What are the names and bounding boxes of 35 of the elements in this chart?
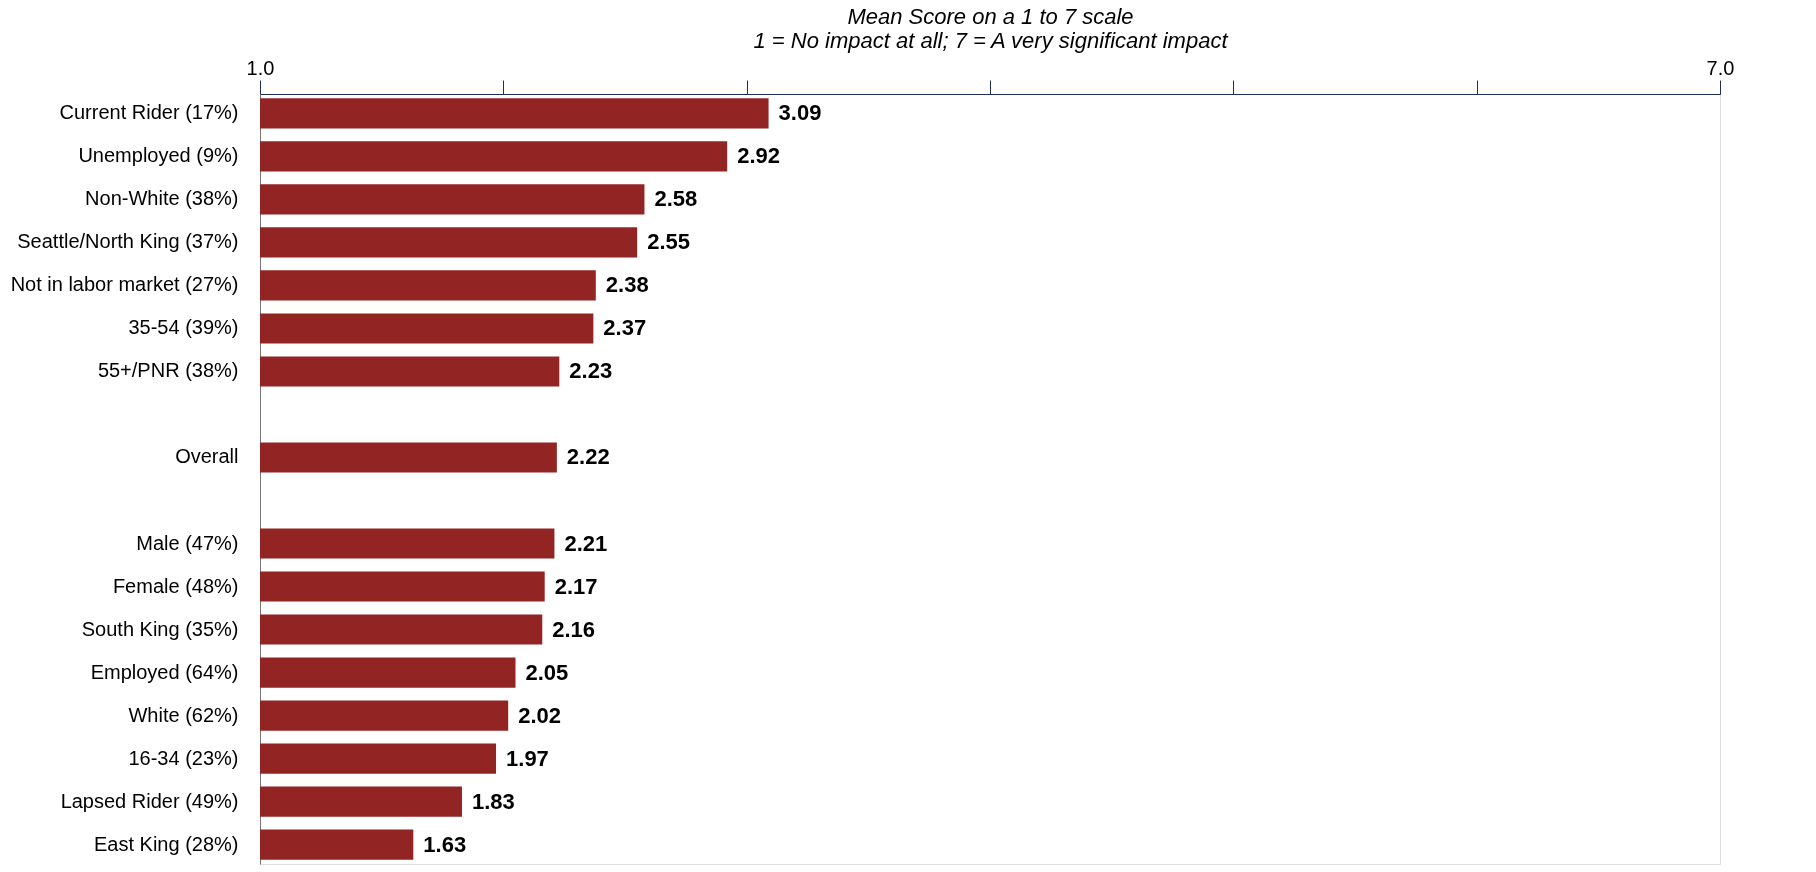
data-label: 2.55 xyxy=(647,229,690,255)
data-label: 2.38 xyxy=(605,272,649,298)
y-tick-label: Current Rider (17%) xyxy=(59,101,239,124)
y-tick-label: Overall xyxy=(175,445,239,468)
data-label: 1.83 xyxy=(471,788,515,814)
y-tick-label: East King (28%) xyxy=(93,832,239,855)
data-label: 2.02 xyxy=(518,702,562,728)
y-tick-label: Female (48%) xyxy=(112,574,239,597)
y-tick-label: 35-54 (39%) xyxy=(128,316,239,339)
y-tick-label: Seattle/North King (37%) xyxy=(17,230,239,253)
data-label: 2.05 xyxy=(525,659,569,685)
y-tick-label: Male (47%) xyxy=(136,531,239,554)
y-tick-label: 55+/PNR (38%) xyxy=(97,359,239,382)
y-tick-label: Non-White (38%) xyxy=(85,187,239,210)
data-label: 2.16 xyxy=(552,616,596,642)
x-axis-title: Mean Score on a 1 to 7 scale 1 = No impact at all; 7 = A very significant impact xyxy=(753,3,1229,53)
data-label: 2.23 xyxy=(569,358,613,384)
y-tick-label: 16-34 (23%) xyxy=(128,746,239,769)
data-label: 2.22 xyxy=(566,444,610,470)
y-tick-label: South King (35%) xyxy=(81,617,239,640)
data-label: 3.09 xyxy=(778,100,822,126)
data-label: 2.92 xyxy=(737,143,781,169)
data-label: 2.21 xyxy=(564,530,608,556)
data-label: 2.37 xyxy=(603,315,647,341)
x-tick-label: 7.0 xyxy=(1706,56,1735,79)
data-label: 2.58 xyxy=(654,186,698,212)
x-tick-label: 1.0 xyxy=(246,56,275,79)
y-tick-label: Lapsed Rider (49%) xyxy=(60,789,239,812)
y-tick-label: Employed (64%) xyxy=(90,660,239,683)
y-tick-label: Not in labor market (27%) xyxy=(10,273,239,296)
data-label: 1.97 xyxy=(506,745,549,771)
data-label: 1.63 xyxy=(423,831,467,857)
data-label: 2.17 xyxy=(554,573,598,599)
y-tick-label: White (62%) xyxy=(128,703,239,726)
y-tick-label: Unemployed (9%) xyxy=(78,144,239,167)
